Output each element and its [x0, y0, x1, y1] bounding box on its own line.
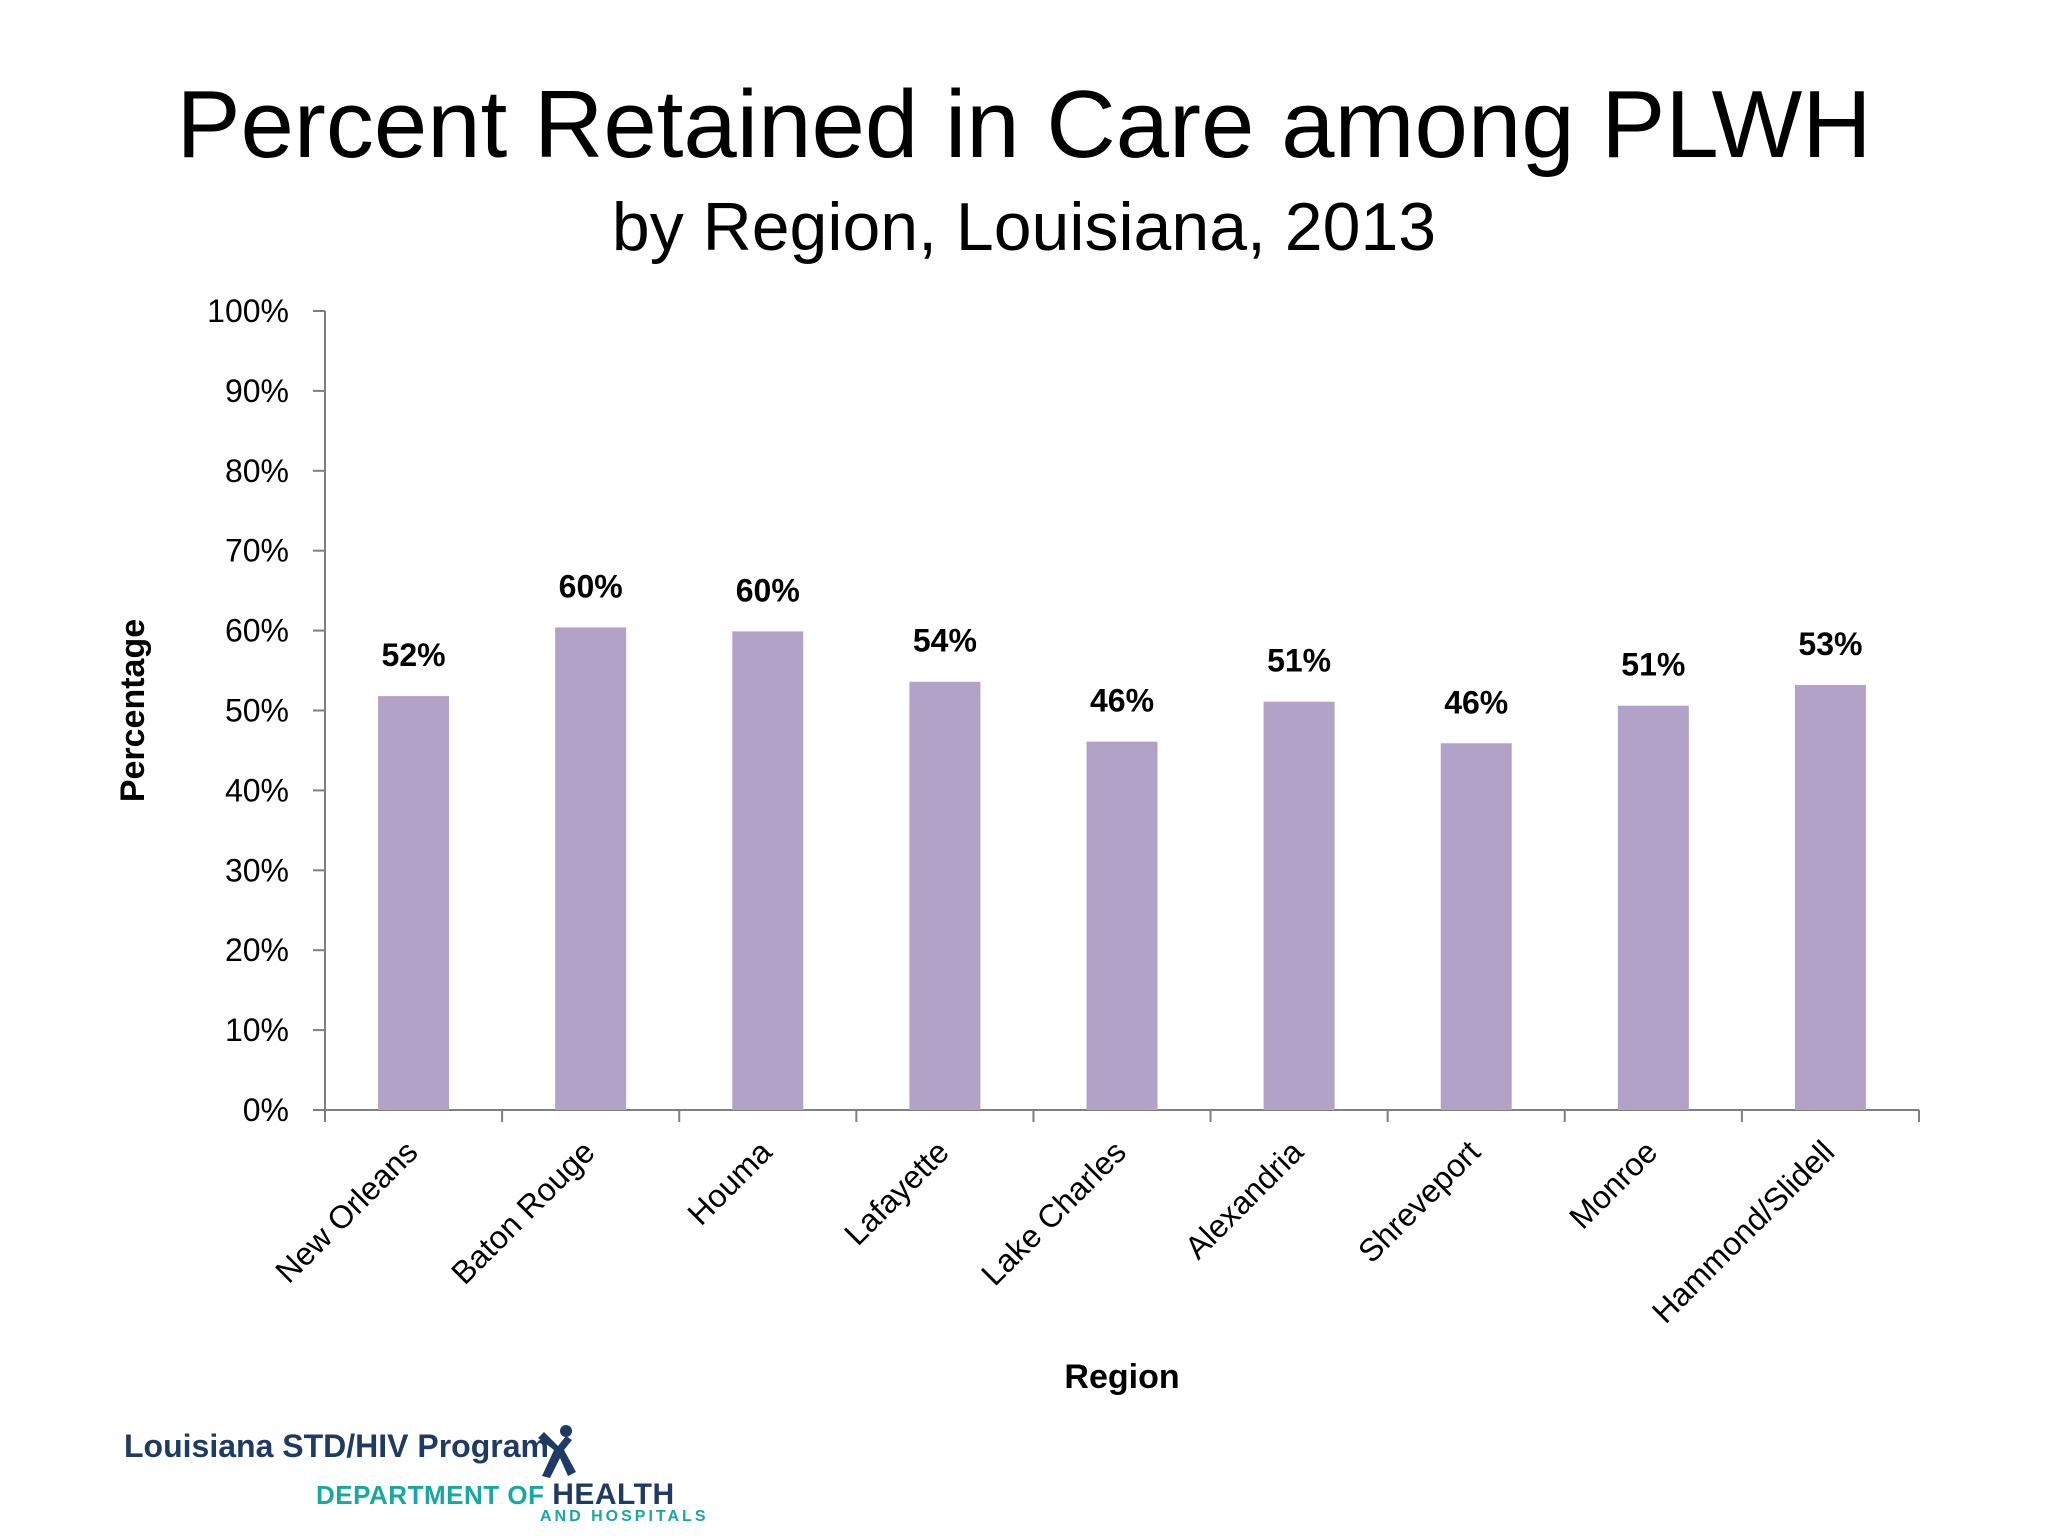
x-tick-label: Shreveport — [1351, 1133, 1487, 1269]
data-label: 53% — [1798, 626, 1862, 662]
y-tick-label: 20% — [225, 932, 289, 968]
y-tick-label: 90% — [225, 373, 289, 409]
data-label: 51% — [1267, 643, 1331, 679]
x-tick-label: Lake Charles — [974, 1133, 1133, 1292]
x-tick-label: Alexandria — [1178, 1133, 1311, 1266]
x-tick-label: Lafayette — [837, 1133, 956, 1252]
y-tick-label: 30% — [225, 852, 289, 888]
chart-subtitle: by Region, Louisiana, 2013 — [611, 189, 1437, 265]
data-label: 60% — [736, 572, 800, 608]
bar — [1263, 701, 1335, 1110]
program-name: Louisiana STD/HIV Program — [124, 1428, 549, 1464]
department-logo-text: DEPARTMENT OF HEALTH — [316, 1478, 675, 1512]
department-health: HEALTH — [552, 1478, 675, 1511]
y-tick-label: 60% — [225, 613, 289, 649]
x-tick-label: New Orleans — [268, 1133, 424, 1289]
y-tick-label: 70% — [225, 533, 289, 569]
x-tick-label: Hammond/Slidell — [1645, 1133, 1841, 1329]
chart-title: Percent Retained in Care among PLWH — [176, 71, 1872, 178]
department-prefix: DEPARTMENT OF — [316, 1480, 553, 1510]
bar — [555, 627, 627, 1110]
y-tick-label: 50% — [225, 693, 289, 729]
y-tick-label: 100% — [207, 293, 289, 329]
x-tick-label: Monroe — [1562, 1133, 1664, 1235]
data-label: 46% — [1090, 683, 1154, 719]
bar — [1617, 705, 1689, 1110]
bar — [1440, 743, 1512, 1110]
data-label: 54% — [913, 623, 977, 659]
bar — [378, 696, 450, 1110]
data-label: 46% — [1444, 684, 1508, 720]
x-tick-label: Baton Rouge — [444, 1133, 602, 1291]
x-tick-label: Houma — [680, 1133, 779, 1232]
data-label: 60% — [559, 568, 623, 604]
y-tick-label: 80% — [225, 453, 289, 489]
x-axis-title: Region — [1064, 1358, 1179, 1396]
bar-chart: 0% 10% 20% 30% 40% 50% 60% 70% 80% 90% 100% 52% New … — [114, 293, 1920, 1396]
y-tick-label: 0% — [243, 1092, 289, 1128]
y-axis-title: Percentage — [114, 619, 152, 802]
bar — [1794, 684, 1866, 1110]
bar — [732, 631, 804, 1110]
y-tick-label: 40% — [225, 772, 289, 808]
y-tick-label: 10% — [225, 1012, 289, 1048]
data-label: 51% — [1621, 647, 1685, 683]
data-label: 52% — [382, 637, 446, 673]
person-figure-icon — [538, 1425, 576, 1478]
bar — [1086, 741, 1158, 1110]
department-subtitle: AND HOSPITALS — [540, 1508, 709, 1525]
bar — [909, 681, 981, 1110]
